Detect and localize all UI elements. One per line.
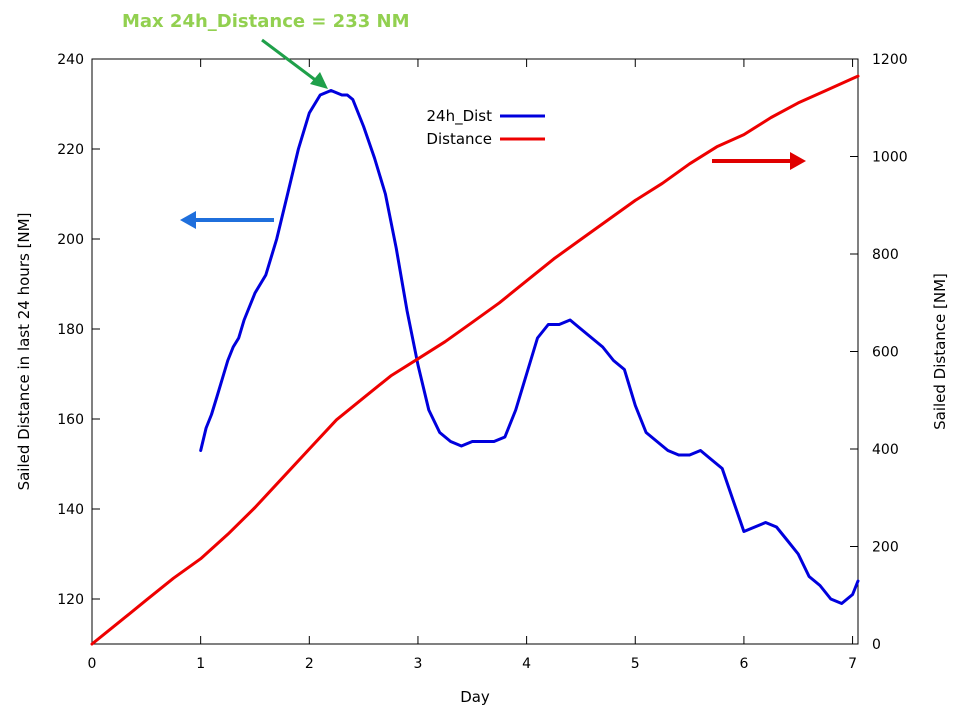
left-y-tick-label: 240: [57, 52, 84, 68]
right-y-tick-label: 0: [872, 637, 881, 653]
left-y-tick-label: 160: [57, 412, 84, 428]
left-y-tick-label: 200: [57, 232, 84, 248]
left-y-ticks: 120 140 160 180 200 220 240: [57, 52, 100, 608]
legend-label-distance: Distance: [426, 130, 492, 148]
left-axis-arrow: [180, 211, 274, 229]
x-tick-label: 1: [196, 656, 205, 672]
x-tick-label: 6: [739, 656, 748, 672]
x-tick-label: 4: [522, 656, 531, 672]
right-y-tick-label: 400: [872, 442, 899, 458]
x-tick-label: 2: [305, 656, 314, 672]
x-ticks: 0 1 2 3 4 5 6 7: [88, 59, 857, 672]
right-y-tick-label: 1200: [872, 52, 908, 68]
x-axis-label: Day: [460, 688, 490, 706]
right-y-tick-label: 200: [872, 540, 899, 556]
legend: 24h_Dist Distance: [426, 107, 545, 148]
right-y-tick-label: 1000: [872, 150, 908, 166]
right-axis-arrow: [712, 152, 806, 170]
x-tick-label: 0: [88, 656, 97, 672]
left-y-tick-label: 220: [57, 142, 84, 158]
x-tick-label: 7: [848, 656, 857, 672]
left-y-tick-label: 180: [57, 322, 84, 338]
right-y-tick-label: 800: [872, 247, 899, 263]
left-y-tick-label: 120: [57, 592, 84, 608]
series-layer: [90, 74, 860, 646]
annotation-arrow: [261, 38, 328, 89]
left-y-tick-label: 140: [57, 502, 84, 518]
series-line-distance: [90, 74, 860, 646]
right-y-ticks: 0 200 400 600 800 1000 1200: [850, 52, 908, 653]
legend-label-24h: 24h_Dist: [426, 107, 492, 126]
x-tick-label: 5: [631, 656, 640, 672]
left-y-axis-label: Sailed Distance in last 24 hours [NM]: [15, 213, 33, 491]
right-y-axis-label: Sailed Distance [NM]: [931, 273, 949, 430]
max-annotation: Max 24h_Distance = 233 NM: [122, 11, 410, 32]
right-y-tick-label: 600: [872, 345, 899, 361]
series-line-24h-dist: [199, 89, 860, 605]
x-tick-label: 3: [413, 656, 422, 672]
